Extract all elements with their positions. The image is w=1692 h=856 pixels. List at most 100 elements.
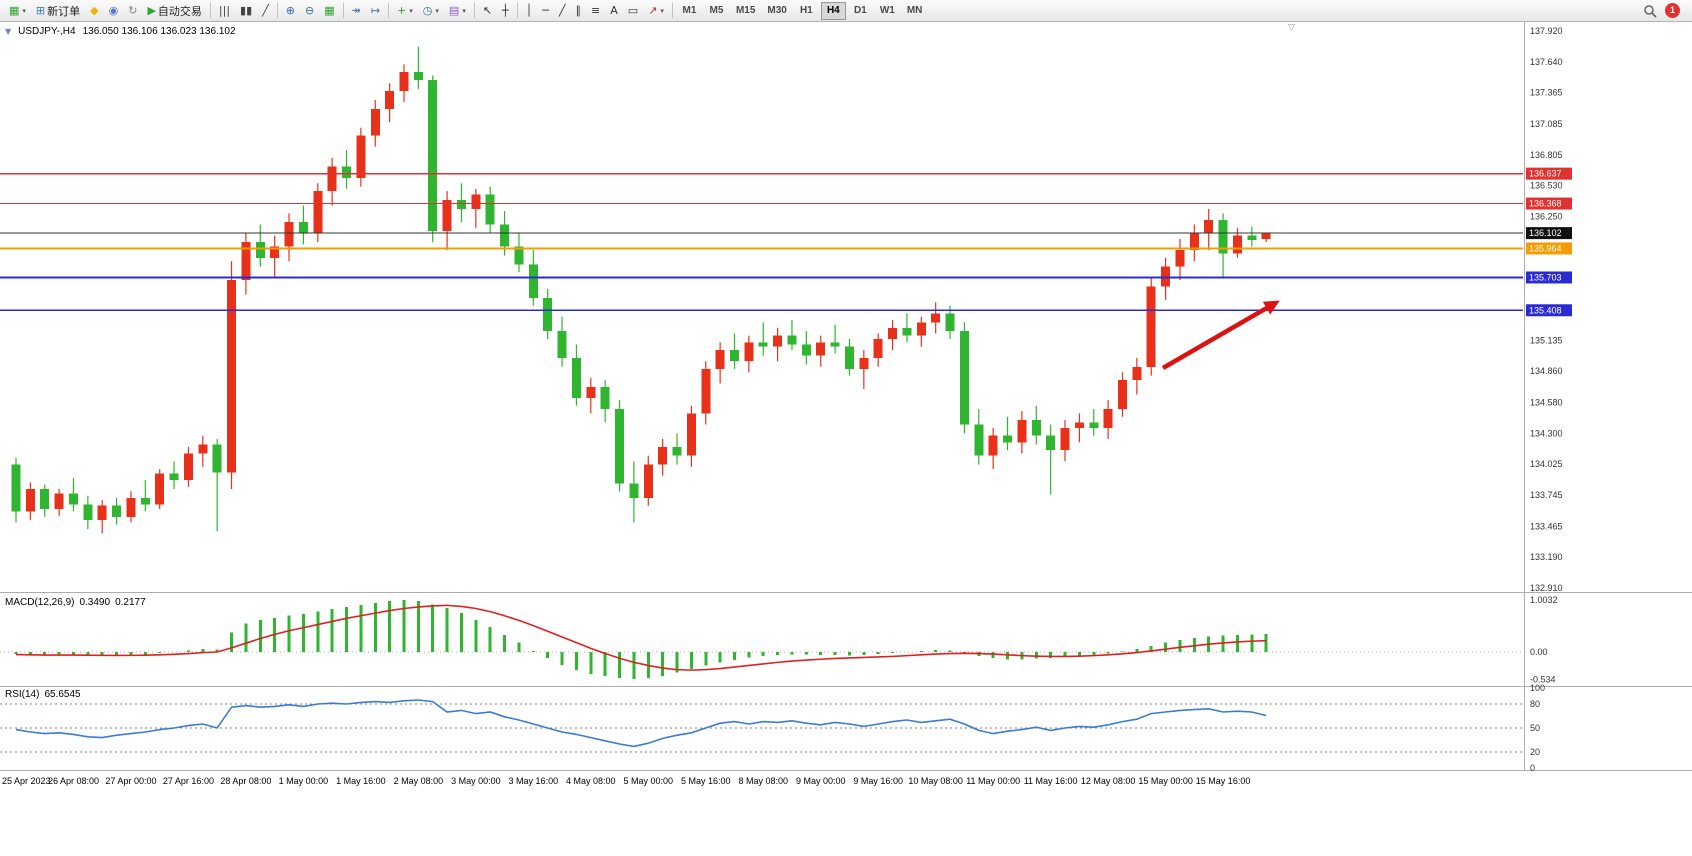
zoom-out-button[interactable]: ⊖ [300, 1, 319, 21]
vertical-line-button[interactable]: │ [521, 1, 538, 21]
templates-button[interactable]: ▤ ▾ [444, 1, 471, 21]
timeframe-button-mn[interactable]: MN [902, 2, 928, 20]
arrows-button[interactable]: ↗ ▾ [643, 1, 669, 21]
trendline-icon: ╱ [558, 4, 566, 17]
trendline-button[interactable]: ╱ [554, 1, 571, 21]
timeframe-button-w1[interactable]: W1 [875, 2, 900, 20]
candlestick-chart-button[interactable]: ▮▮ [235, 1, 257, 21]
cursor-icon: ↖ [482, 4, 493, 17]
candle-body [643, 464, 653, 498]
trend-arrow[interactable] [1161, 303, 1274, 370]
timeframe-button-h4[interactable]: H4 [820, 1, 846, 20]
candle-body [212, 444, 222, 473]
new-chart-button[interactable]: ▦ ▾ [4, 1, 31, 21]
tile-windows-icon: ▦ [324, 4, 335, 17]
indicators-button[interactable]: + ▾ [392, 1, 418, 21]
timeframe-button-m30[interactable]: M30 [762, 2, 791, 20]
candle-body [1175, 250, 1185, 267]
timeframe-button-m15[interactable]: M15 [731, 2, 760, 20]
candle-body [140, 497, 150, 505]
tile-windows-button[interactable]: ▦ [319, 1, 339, 21]
price-badge [1526, 271, 1572, 284]
price-badge-label: 135.964 [1529, 243, 1562, 253]
text-button[interactable]: A [605, 1, 623, 21]
horizontal-line-button[interactable]: ─ [537, 1, 554, 21]
timeframe-button-m1[interactable]: M1 [677, 2, 702, 20]
price-tick: 132.910 [1530, 583, 1563, 593]
candle-body [1089, 422, 1099, 428]
notification-badge[interactable]: 1 [1665, 3, 1680, 18]
candle-body [600, 386, 610, 410]
time-axis-label: 8 May 08:00 [738, 776, 788, 786]
candle-body [1046, 435, 1056, 451]
horizontal-line-icon: ─ [542, 4, 549, 17]
metaeditor-button[interactable]: ◆ [85, 1, 103, 21]
candle-body [183, 453, 193, 481]
equidistant-channel-icon: ∥ [575, 4, 582, 17]
zoom-in-button[interactable]: ⊕ [281, 1, 300, 21]
candle-body [945, 313, 955, 332]
toolbar-right: 1 [1643, 3, 1688, 18]
cursor-button[interactable]: ↖ [478, 1, 497, 21]
refresh-button[interactable]: ↻ [123, 1, 142, 21]
candle-body [241, 242, 251, 281]
time-axis-label: 11 May 00:00 [966, 776, 1020, 786]
line-chart-button[interactable]: ╱ [257, 1, 274, 21]
timeframe-button-h1[interactable]: H1 [794, 2, 819, 20]
search-icon[interactable] [1643, 4, 1657, 18]
candle-body [428, 79, 438, 232]
candle-body [773, 335, 783, 347]
equidistant-channel-button[interactable]: ∥ [571, 1, 587, 21]
rsi-scale-tick: 100 [1530, 683, 1545, 693]
periods-button[interactable]: ◷ ▾ [418, 1, 444, 21]
chart-shift-button[interactable]: ↦ [366, 1, 385, 21]
price-badge-label: 136.102 [1529, 228, 1562, 238]
periods-icon: ◷ [422, 4, 433, 17]
chevron-down-icon: ▾ [435, 6, 439, 15]
price-tick: 133.190 [1530, 552, 1563, 562]
candle-body [744, 342, 754, 362]
text-label-button[interactable]: ▭ [623, 1, 643, 21]
candle-body [342, 166, 352, 178]
candle-body [830, 342, 840, 347]
candle-body [1204, 220, 1214, 234]
macd-scale-min: -0.534 [1530, 675, 1556, 685]
new-order-button[interactable]: ⊞ 新订单 [31, 1, 85, 21]
price-tick: 137.640 [1530, 57, 1563, 67]
rsi-scale-tick: 50 [1530, 723, 1540, 733]
timeframe-button-d1[interactable]: D1 [848, 2, 873, 20]
time-axis-label: 26 Apr 08:00 [48, 776, 99, 786]
toolbar: ▦ ▾ ⊞ 新订单 ◆ ◉ ↻ ▶ 自动交易 ||| ▮▮ ╱ ⊕ ⊖ ▦ ↠ ↦ + ▾ ◷ ▾ ▤ ▾ ↖ ┼ │ ─ ╱ ∥ ≡ A ▭… [0, 0, 1692, 22]
fibonacci-button[interactable]: ≡ [586, 1, 605, 21]
navigator-button[interactable]: ◉ [104, 1, 124, 21]
crosshair-button[interactable]: ┼ [497, 1, 514, 21]
time-axis-label: 10 May 08:00 [908, 776, 963, 786]
bar-chart-button[interactable]: ||| [214, 1, 235, 21]
candle-body [227, 280, 237, 473]
candle-body [169, 473, 179, 481]
arrows-icon: ↗ [648, 4, 658, 17]
candle-body [658, 446, 668, 465]
chart-shift-marker[interactable]: ▽ [1288, 23, 1295, 33]
chevron-down-icon: ▾ [462, 6, 466, 15]
rsi-value: 65.6545 [44, 689, 81, 700]
time-axis-label: 9 May 00:00 [796, 776, 846, 786]
time-axis-label: 28 Apr 08:00 [220, 776, 271, 786]
price-chart[interactable]: 137.920 137.640 137.365 137.085 136.805 136.5… [0, 22, 1692, 792]
metaeditor-icon: ◆ [90, 4, 99, 17]
one-click-trading-toggle[interactable]: ▼ [5, 27, 12, 36]
vertical-line-icon: │ [525, 4, 533, 17]
macd-scale-zero: 0.00 [1530, 647, 1548, 657]
price-badge-label: 136.637 [1529, 169, 1562, 179]
candle-body [514, 246, 524, 265]
candle-body [471, 194, 481, 209]
toolbar-separator [342, 3, 344, 18]
rsi-line [15, 699, 1267, 748]
timeframe-button-m5[interactable]: M5 [704, 2, 729, 20]
time-axis-label: 27 Apr 16:00 [163, 776, 214, 786]
autotrading-button[interactable]: ▶ 自动交易 [142, 1, 206, 21]
templates-icon: ▤ [448, 4, 460, 17]
auto-scroll-button[interactable]: ↠ [347, 1, 366, 21]
candle-body [40, 489, 50, 510]
candlestick-chart-icon: ▮▮ [240, 4, 253, 17]
